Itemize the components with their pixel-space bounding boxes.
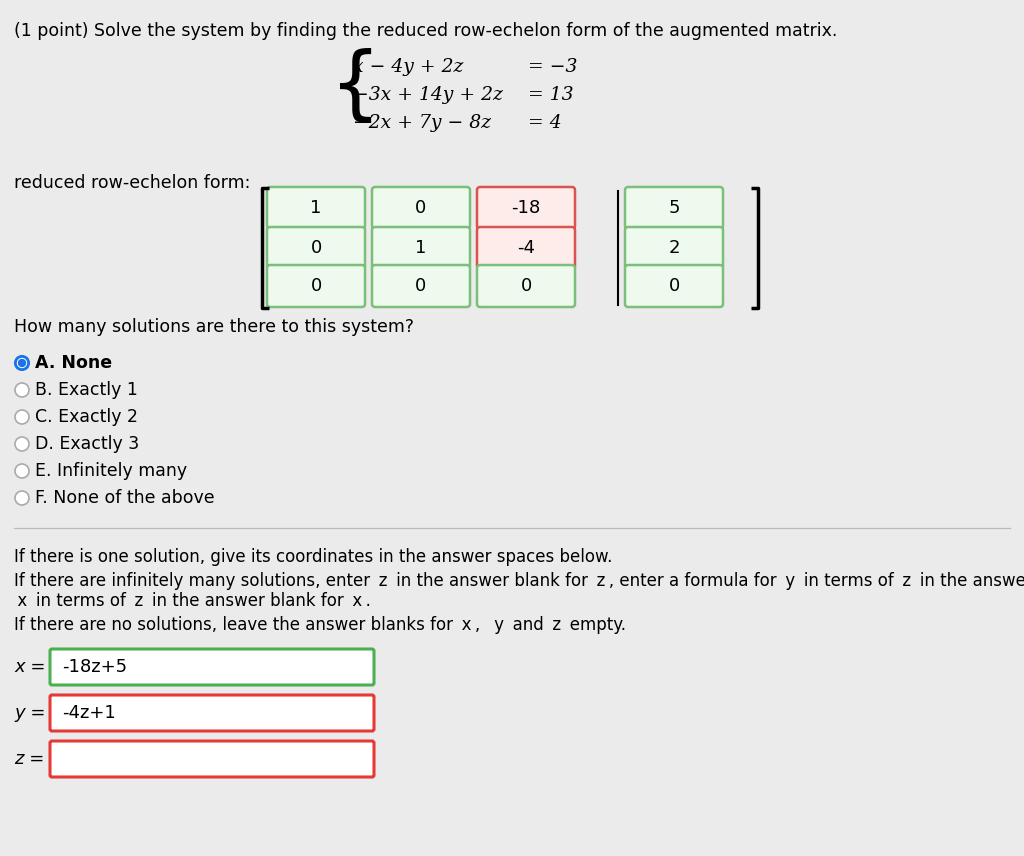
FancyBboxPatch shape: [372, 187, 470, 229]
Circle shape: [15, 356, 29, 370]
FancyBboxPatch shape: [625, 187, 723, 229]
Text: 0: 0: [310, 239, 322, 257]
Text: D. Exactly 3: D. Exactly 3: [35, 435, 139, 453]
Text: -4: -4: [517, 239, 535, 257]
Circle shape: [15, 491, 29, 505]
Text: 0: 0: [416, 199, 427, 217]
FancyBboxPatch shape: [50, 695, 374, 731]
Circle shape: [15, 464, 29, 478]
Text: A. None: A. None: [35, 354, 112, 372]
Text: x  in terms of  z  in the answer blank for  x .: x in terms of z in the answer blank for …: [14, 592, 371, 610]
Text: = −3: = −3: [528, 58, 578, 76]
FancyBboxPatch shape: [477, 227, 575, 269]
Text: B. Exactly 1: B. Exactly 1: [35, 381, 138, 399]
Text: −3x + 14y + 2z: −3x + 14y + 2z: [353, 86, 503, 104]
Text: y =: y =: [14, 704, 45, 722]
Text: If there are no solutions, leave the answer blanks for  x ,   y  and  z  empty.: If there are no solutions, leave the ans…: [14, 616, 626, 634]
Text: (1 point) Solve the system by finding the reduced row-echelon form of the augmen: (1 point) Solve the system by finding th…: [14, 22, 838, 40]
Circle shape: [15, 410, 29, 424]
Text: -18: -18: [511, 199, 541, 217]
FancyBboxPatch shape: [372, 227, 470, 269]
FancyBboxPatch shape: [372, 265, 470, 307]
FancyBboxPatch shape: [477, 265, 575, 307]
Text: −2x + 7y − 8z: −2x + 7y − 8z: [353, 114, 490, 132]
Text: E. Infinitely many: E. Infinitely many: [35, 462, 187, 480]
Text: reduced row-echelon form:: reduced row-echelon form:: [14, 174, 251, 192]
Text: -4z+1: -4z+1: [62, 704, 116, 722]
Circle shape: [15, 437, 29, 451]
FancyBboxPatch shape: [50, 649, 374, 685]
FancyBboxPatch shape: [625, 227, 723, 269]
Text: 0: 0: [310, 277, 322, 295]
Text: C. Exactly 2: C. Exactly 2: [35, 408, 138, 426]
Text: x − 4y + 2z: x − 4y + 2z: [353, 58, 464, 76]
Circle shape: [15, 383, 29, 397]
FancyBboxPatch shape: [267, 227, 365, 269]
Circle shape: [18, 360, 26, 366]
Text: 2: 2: [669, 239, 680, 257]
Text: 0: 0: [520, 277, 531, 295]
Circle shape: [17, 359, 27, 367]
Text: -18z+5: -18z+5: [62, 658, 127, 676]
Text: 5: 5: [669, 199, 680, 217]
Text: {: {: [330, 48, 381, 126]
FancyBboxPatch shape: [625, 265, 723, 307]
Text: x =: x =: [14, 658, 45, 676]
FancyBboxPatch shape: [50, 741, 374, 777]
Text: = 13: = 13: [528, 86, 573, 104]
Text: 0: 0: [669, 277, 680, 295]
Text: 0: 0: [416, 277, 427, 295]
Text: 1: 1: [310, 199, 322, 217]
Text: z =: z =: [14, 750, 44, 768]
Text: 1: 1: [416, 239, 427, 257]
Text: If there is one solution, give its coordinates in the answer spaces below.: If there is one solution, give its coord…: [14, 548, 612, 566]
Text: = 4: = 4: [528, 114, 561, 132]
Text: If there are infinitely many solutions, enter  z  in the answer blank for  z , e: If there are infinitely many solutions, …: [14, 572, 1024, 590]
FancyBboxPatch shape: [477, 187, 575, 229]
FancyBboxPatch shape: [267, 265, 365, 307]
FancyBboxPatch shape: [267, 187, 365, 229]
Text: How many solutions are there to this system?: How many solutions are there to this sys…: [14, 318, 414, 336]
Text: F. None of the above: F. None of the above: [35, 489, 215, 507]
